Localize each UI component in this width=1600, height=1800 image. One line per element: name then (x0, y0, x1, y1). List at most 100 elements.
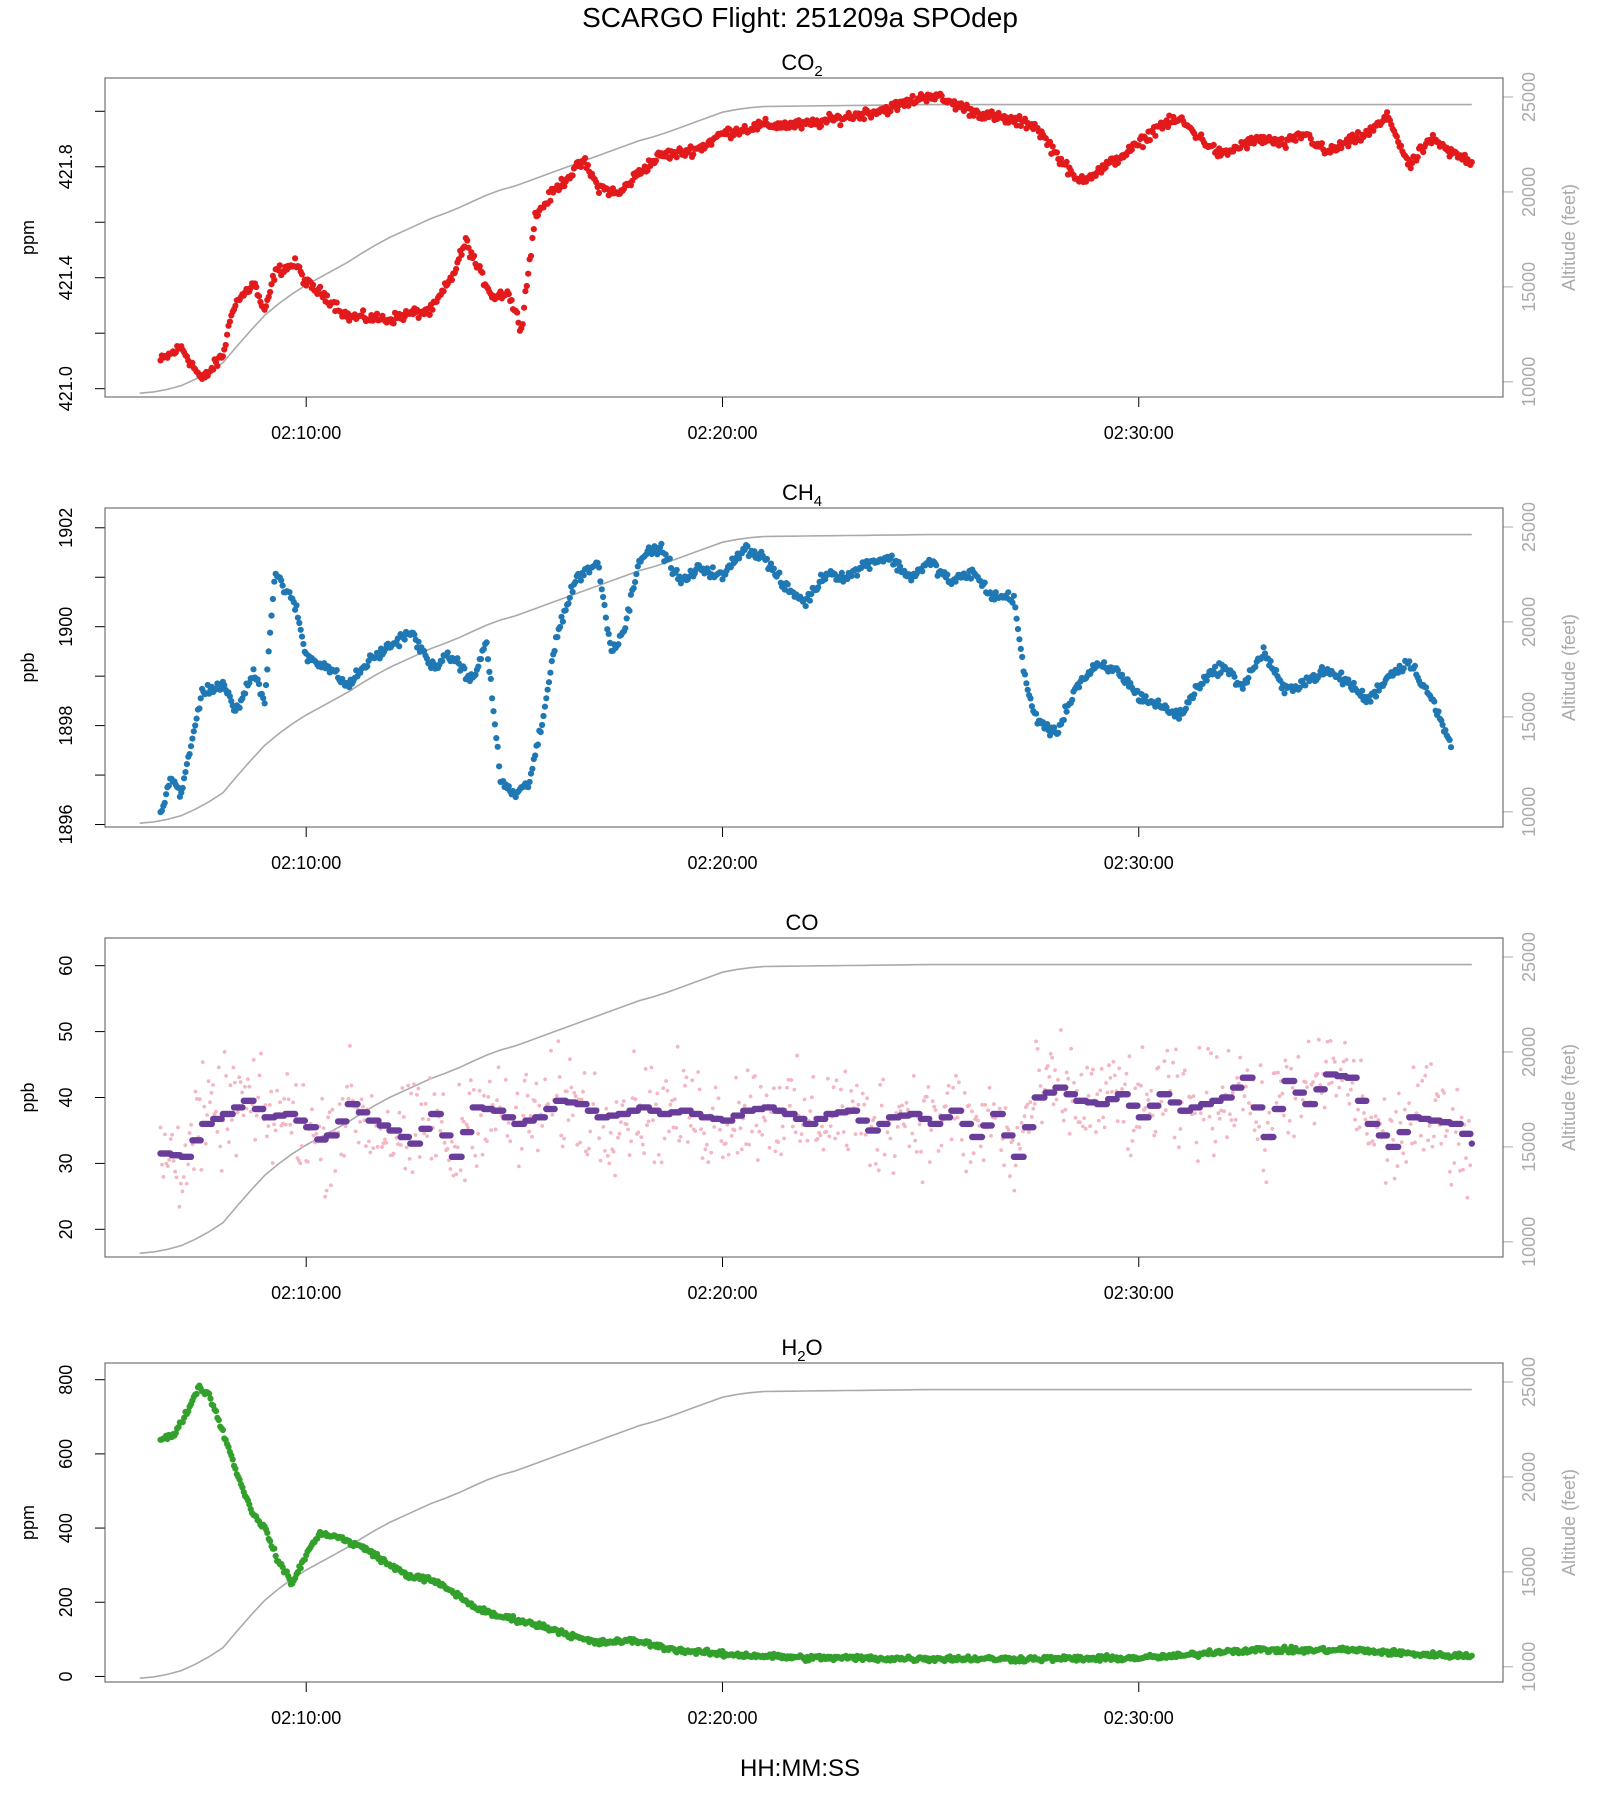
data-point (888, 552, 895, 559)
data-point (1411, 662, 1418, 669)
raw-point (651, 1118, 655, 1123)
alt-axis-label: Altitude (feet) (1559, 614, 1579, 721)
raw-point (251, 1058, 256, 1062)
raw-point (859, 1131, 864, 1136)
raw-point (1443, 1134, 1448, 1138)
raw-point (932, 1104, 937, 1109)
raw-point (754, 1123, 759, 1128)
raw-point (267, 1103, 272, 1107)
data-point (1302, 682, 1309, 689)
raw-point (1067, 1131, 1072, 1136)
raw-point (1343, 1040, 1347, 1045)
data-point (1155, 697, 1162, 704)
raw-point (412, 1082, 416, 1087)
data-point (944, 571, 951, 578)
raw-point (856, 1102, 861, 1107)
data-point (253, 283, 260, 291)
raw-point (964, 1169, 969, 1174)
data-point (1069, 696, 1076, 703)
data-point (623, 615, 630, 622)
data-point (439, 658, 446, 665)
raw-point (254, 1113, 259, 1118)
raw-point (321, 1126, 326, 1130)
raw-point (954, 1073, 958, 1078)
raw-point (1219, 1108, 1224, 1113)
raw-point (1056, 1077, 1060, 1082)
raw-point (1277, 1094, 1282, 1099)
data-point (1468, 1652, 1475, 1659)
data-point (301, 1117, 308, 1124)
data-point (426, 311, 433, 318)
data-point (523, 282, 530, 290)
raw-point (1241, 1107, 1245, 1112)
raw-point (757, 1129, 762, 1134)
data-point (577, 577, 585, 584)
data-point (644, 167, 651, 174)
data-point (1198, 131, 1205, 138)
raw-point (171, 1159, 176, 1163)
raw-point (1214, 1055, 1219, 1059)
data-point (1101, 659, 1108, 666)
raw-point (782, 1136, 786, 1141)
raw-point (865, 1096, 869, 1101)
raw-point (323, 1194, 327, 1199)
raw-point (273, 1128, 278, 1133)
raw-point (1267, 1110, 1272, 1115)
data-point (634, 563, 641, 570)
data-point (837, 122, 844, 129)
raw-point (375, 1145, 380, 1149)
data-point (652, 157, 660, 164)
data-point (303, 282, 310, 289)
raw-point (1072, 1080, 1076, 1085)
data-point (802, 603, 809, 610)
data-point (333, 299, 340, 306)
data-point (448, 276, 455, 283)
raw-point (834, 1078, 839, 1083)
data-point (423, 655, 430, 662)
raw-point (980, 1102, 985, 1107)
data-point (572, 578, 579, 586)
raw-point (340, 1097, 345, 1101)
raw-point (358, 1120, 362, 1124)
raw-point (706, 1160, 711, 1165)
data-point (801, 1115, 808, 1123)
data-point (1063, 158, 1070, 165)
data-point (267, 1538, 274, 1545)
raw-point (329, 1183, 333, 1188)
raw-point (288, 1122, 293, 1127)
data-point (384, 1122, 392, 1129)
raw-point (1096, 1118, 1101, 1123)
data-point (224, 331, 231, 338)
data-point (483, 639, 490, 646)
data-point (229, 1110, 236, 1118)
raw-point (359, 1097, 364, 1102)
data-point (1420, 149, 1427, 156)
raw-point (645, 1123, 649, 1128)
raw-point (533, 1099, 537, 1103)
data-point (1281, 690, 1288, 697)
raw-point (1391, 1138, 1395, 1142)
raw-point (569, 1085, 574, 1090)
raw-point (587, 1146, 591, 1151)
raw-point (1091, 1067, 1095, 1072)
data-point (815, 584, 822, 591)
raw-point (348, 1044, 352, 1048)
raw-point (777, 1085, 782, 1090)
raw-point (381, 1141, 386, 1146)
data-point (158, 807, 165, 814)
data-point (597, 578, 604, 585)
raw-point (1423, 1073, 1428, 1078)
data-point (1447, 744, 1455, 751)
raw-point (764, 1093, 769, 1098)
raw-point (841, 1130, 846, 1134)
raw-point (515, 1091, 520, 1096)
raw-point (1216, 1111, 1221, 1116)
data-point (505, 783, 512, 790)
raw-point (1107, 1063, 1111, 1068)
alt-tick-label: 25000 (1519, 932, 1539, 982)
raw-point (1316, 1037, 1321, 1042)
raw-point (1341, 1059, 1346, 1064)
raw-point (419, 1102, 424, 1107)
raw-point (163, 1132, 167, 1137)
raw-point (1117, 1066, 1122, 1071)
